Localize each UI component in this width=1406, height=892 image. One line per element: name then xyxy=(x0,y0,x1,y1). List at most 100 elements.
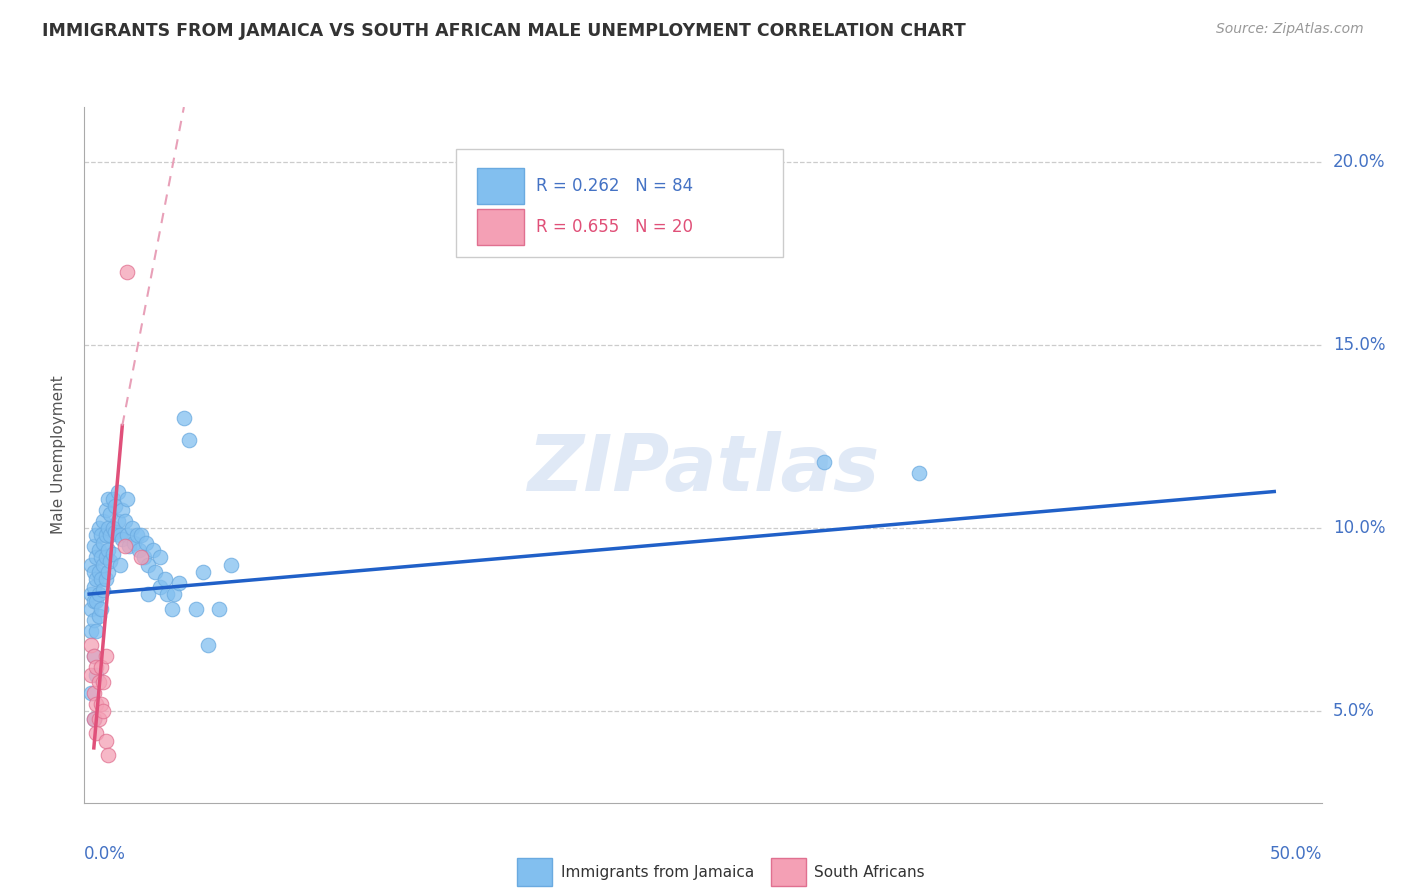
Point xyxy=(153,573,176,587)
Text: ZIPatlas: ZIPatlas xyxy=(527,431,879,507)
FancyBboxPatch shape xyxy=(770,858,806,887)
Point xyxy=(87,712,110,726)
Point xyxy=(100,507,122,521)
Point xyxy=(107,484,129,499)
Point xyxy=(87,587,110,601)
Point xyxy=(94,503,117,517)
Point xyxy=(104,524,127,539)
Point xyxy=(135,536,157,550)
Point xyxy=(90,573,112,587)
Point xyxy=(83,712,105,726)
Point xyxy=(97,521,120,535)
Point xyxy=(191,565,214,579)
Point xyxy=(111,503,134,517)
Point xyxy=(108,528,131,542)
Point xyxy=(97,543,120,558)
Point xyxy=(91,536,114,550)
Point xyxy=(100,554,122,568)
Point xyxy=(83,686,105,700)
Point xyxy=(90,550,112,565)
Point xyxy=(100,528,122,542)
Point xyxy=(101,521,124,535)
Text: R = 0.655   N = 20: R = 0.655 N = 20 xyxy=(536,218,693,235)
Point xyxy=(101,491,124,506)
FancyBboxPatch shape xyxy=(517,858,553,887)
Point xyxy=(128,543,150,558)
Point xyxy=(91,704,114,718)
Point xyxy=(80,601,103,615)
Text: 50.0%: 50.0% xyxy=(1270,845,1322,863)
Point xyxy=(84,594,107,608)
Point xyxy=(94,573,117,587)
Point xyxy=(907,467,929,481)
Point xyxy=(91,558,114,572)
Point xyxy=(80,624,103,638)
Point xyxy=(208,601,231,615)
Point xyxy=(115,528,138,542)
Y-axis label: Male Unemployment: Male Unemployment xyxy=(51,376,66,534)
Point xyxy=(84,726,107,740)
Point xyxy=(90,601,112,615)
Point xyxy=(83,594,105,608)
Point xyxy=(91,514,114,528)
Point xyxy=(84,550,107,565)
Point xyxy=(83,649,105,664)
Point xyxy=(107,514,129,528)
Point xyxy=(156,587,179,601)
Point xyxy=(97,748,120,763)
Point xyxy=(114,540,136,554)
Text: 15.0%: 15.0% xyxy=(1333,336,1385,354)
Point xyxy=(173,411,195,425)
Text: Source: ZipAtlas.com: Source: ZipAtlas.com xyxy=(1216,22,1364,37)
Point xyxy=(94,733,117,747)
Point xyxy=(149,580,172,594)
Point xyxy=(83,565,105,579)
Point xyxy=(138,558,160,572)
Point xyxy=(138,587,160,601)
Point xyxy=(91,675,114,690)
Point xyxy=(84,660,107,674)
FancyBboxPatch shape xyxy=(477,209,523,244)
Point xyxy=(129,550,152,565)
Point xyxy=(80,638,103,652)
Text: R = 0.262   N = 84: R = 0.262 N = 84 xyxy=(536,178,693,195)
Point xyxy=(83,580,105,594)
Point xyxy=(167,576,190,591)
Point xyxy=(84,667,107,681)
Point xyxy=(87,521,110,535)
Point xyxy=(111,532,134,546)
Point xyxy=(101,547,124,561)
Point xyxy=(90,697,112,711)
Point xyxy=(87,565,110,579)
Point xyxy=(177,434,200,448)
Point xyxy=(80,686,103,700)
FancyBboxPatch shape xyxy=(477,169,523,204)
Point xyxy=(80,667,103,681)
Point xyxy=(184,601,207,615)
Point xyxy=(84,624,107,638)
FancyBboxPatch shape xyxy=(456,149,783,257)
Point xyxy=(90,528,112,542)
Point xyxy=(197,638,219,652)
Point xyxy=(115,265,138,279)
Point xyxy=(83,712,105,726)
Point xyxy=(163,587,186,601)
Point xyxy=(94,649,117,664)
Point xyxy=(132,550,155,565)
Point xyxy=(84,573,107,587)
Point xyxy=(149,550,172,565)
Text: IMMIGRANTS FROM JAMAICA VS SOUTH AFRICAN MALE UNEMPLOYMENT CORRELATION CHART: IMMIGRANTS FROM JAMAICA VS SOUTH AFRICAN… xyxy=(42,22,966,40)
Text: 5.0%: 5.0% xyxy=(1333,702,1375,720)
Point xyxy=(125,528,148,542)
Point xyxy=(84,697,107,711)
Point xyxy=(90,660,112,674)
Point xyxy=(84,528,107,542)
Point xyxy=(114,514,136,528)
Point xyxy=(160,601,183,615)
Point xyxy=(97,491,120,506)
Point xyxy=(87,543,110,558)
Point xyxy=(118,540,141,554)
Text: Immigrants from Jamaica: Immigrants from Jamaica xyxy=(561,865,754,880)
Point xyxy=(122,536,145,550)
Point xyxy=(80,558,103,572)
